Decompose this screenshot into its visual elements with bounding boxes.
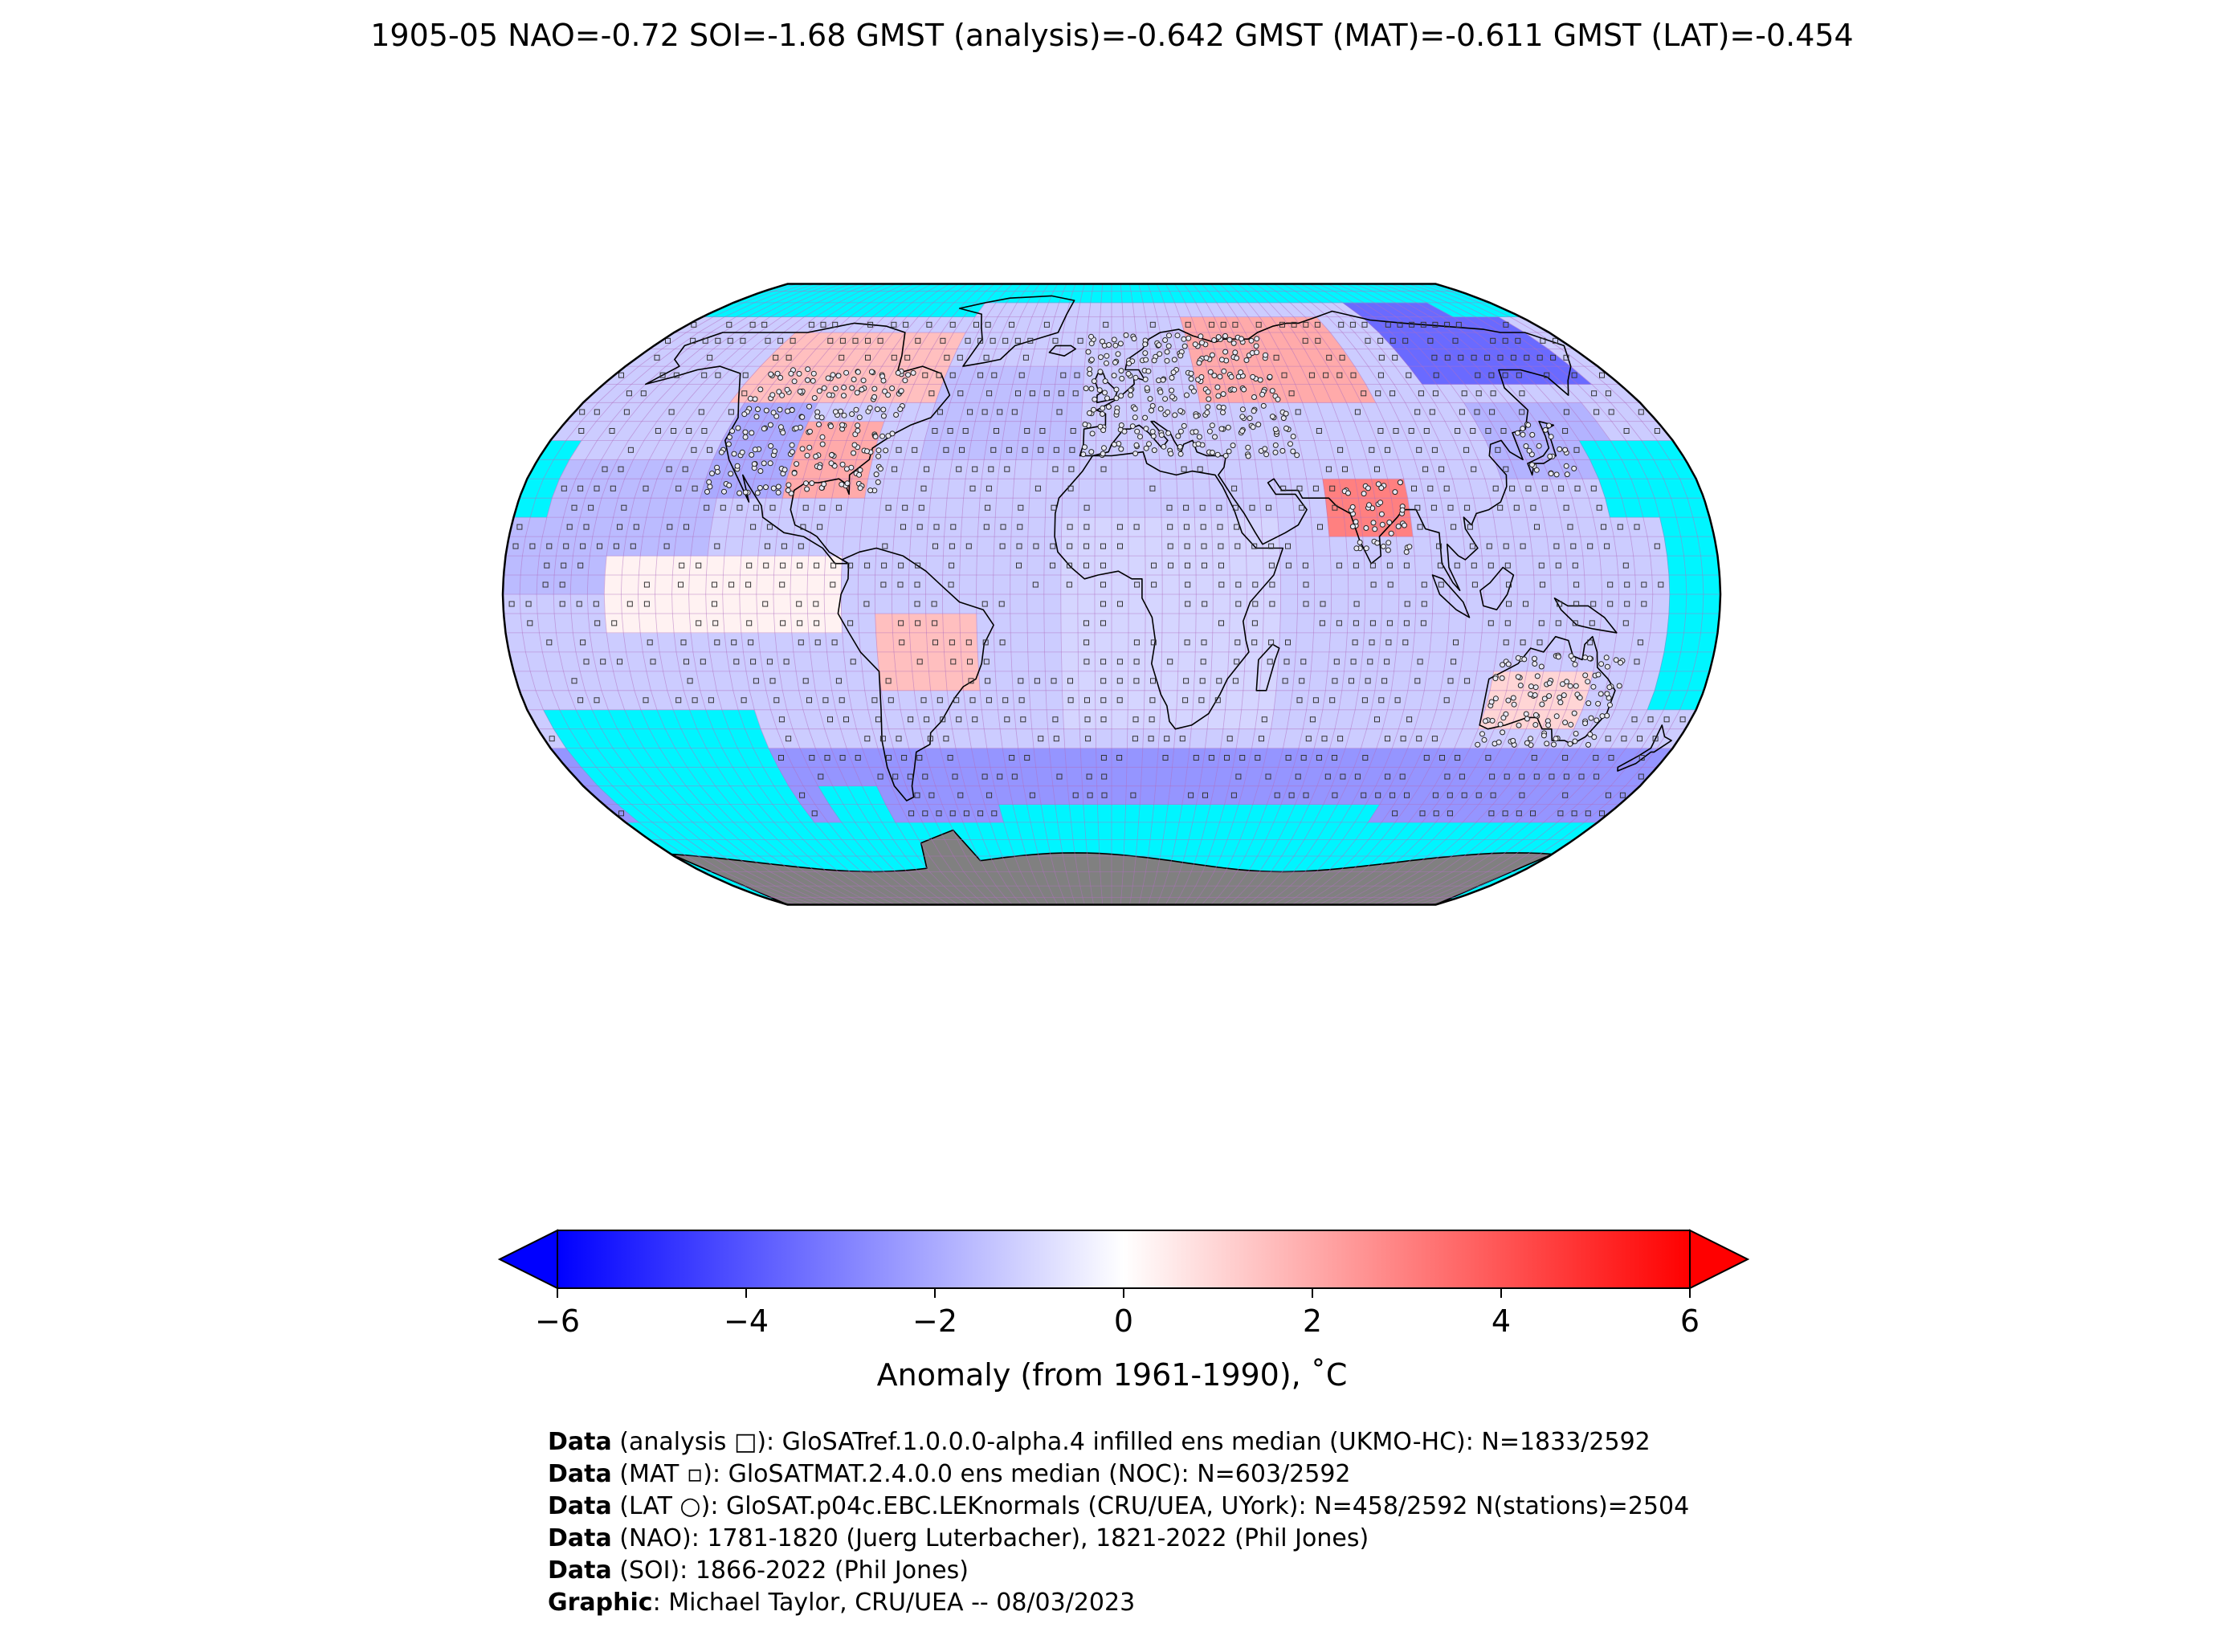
credit-line: Data (NAO): 1781-1820 (Juerg Luterbacher… [548, 1523, 1689, 1555]
colorbar-min-extend [497, 1229, 558, 1290]
credit-label: Graphic [548, 1589, 653, 1617]
credit-label: Data [548, 1556, 612, 1585]
credit-line: Data (MAT ▫): GloSATMAT.2.4.0.0 ens medi… [548, 1458, 1689, 1491]
colorbar-tick-label: 2 [1303, 1303, 1322, 1339]
colorbar-tick-label: 4 [1492, 1303, 1511, 1339]
world-anomaly-map [501, 283, 1722, 906]
credit-line: Data (SOI): 1866-2022 (Phil Jones) [548, 1555, 1689, 1587]
credit-text: (MAT ▫): GloSATMAT.2.4.0.0 ens median (N… [611, 1460, 1351, 1488]
colorbar: −6 −4 −2 0 2 4 6 [497, 1229, 1750, 1339]
credit-line: Data (LAT ○): GloSAT.p04c.EBC.LEKnormals… [548, 1491, 1689, 1523]
credits-block: Data (analysis □): GloSATref.1.0.0.0-alp… [548, 1426, 1689, 1619]
anomaly-grid-cells [503, 283, 1720, 905]
credit-label: Data [548, 1460, 612, 1488]
colorbar-label: Anomaly (from 1961-1990), ˚C [876, 1357, 1348, 1393]
credit-text: (SOI): 1866-2022 (Phil Jones) [611, 1556, 969, 1585]
credit-label: Data [548, 1524, 612, 1552]
colorbar-tick-label: −6 [535, 1303, 580, 1339]
credit-label: Data [548, 1428, 612, 1456]
credit-text: (LAT ○): GloSAT.p04c.EBC.LEKnormals (CRU… [611, 1492, 1690, 1520]
colorbar-tick-label: −2 [912, 1303, 957, 1339]
colorbar-tick-label: 0 [1114, 1303, 1133, 1339]
colorbar-tick-label: 6 [1680, 1303, 1700, 1339]
colorbar-gradient [557, 1230, 1691, 1289]
colorbar-ticks: −6 −4 −2 0 2 4 6 [535, 1288, 1700, 1339]
credit-text: : Michael Taylor, CRU/UEA -- 08/03/2023 [652, 1589, 1136, 1617]
credit-label: Data [548, 1492, 612, 1520]
colorbar-tick-label: −4 [724, 1303, 769, 1339]
credit-line: Graphic: Michael Taylor, CRU/UEA -- 08/0… [548, 1587, 1689, 1619]
credit-line: Data (analysis □): GloSATref.1.0.0.0-alp… [548, 1426, 1689, 1458]
page-title: 1905-05 NAO=-0.72 SOI=-1.68 GMST (analys… [370, 18, 1854, 53]
credit-text: (NAO): 1781-1820 (Juerg Luterbacher), 18… [611, 1524, 1369, 1552]
colorbar-max-extend [1689, 1229, 1750, 1290]
credit-text: (analysis □): GloSATref.1.0.0.0-alpha.4 … [611, 1428, 1651, 1456]
